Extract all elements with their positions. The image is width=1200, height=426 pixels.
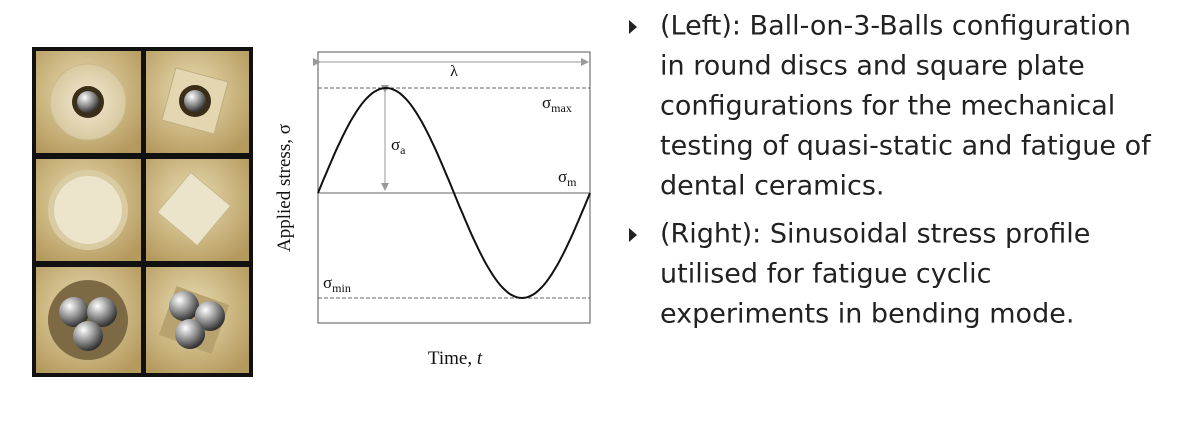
sigma-max-label: σmax xyxy=(542,93,572,115)
sigma-min-label: σmin xyxy=(323,273,351,295)
stress-diagram: λ σmax σa σm σmin Applied stress, σ Time… xyxy=(274,51,591,369)
photo-grid xyxy=(32,47,253,377)
bullet-marker xyxy=(629,20,637,34)
y-axis-label: Applied stress, σ xyxy=(274,124,295,252)
bullet-list: (Left): Ball-on-3-Balls configuration in … xyxy=(629,11,1152,330)
plot-frame xyxy=(317,51,591,324)
sigma-a-label: σa xyxy=(391,135,406,157)
bullet-line: in round discs and square plate xyxy=(660,51,1085,82)
x-axis-label: Time, t xyxy=(428,348,483,369)
wavelength-label: λ xyxy=(450,63,458,80)
sine-curve xyxy=(317,86,591,300)
bullet-line: configurations for the mechanical xyxy=(660,91,1115,122)
bullet-line: (Left): Ball-on-3-Balls configuration xyxy=(660,11,1131,42)
bullet-line: utilised for fatigue cyclic xyxy=(660,259,991,290)
bullet-line: dental ceramics. xyxy=(660,171,884,202)
bullet-line: testing of quasi-static and fatigue of xyxy=(660,131,1152,162)
bullet-line: experiments in bending mode. xyxy=(660,299,1074,330)
bullet-line: (Right): Sinusoidal stress profile xyxy=(660,219,1090,250)
sigma-m-label: σm xyxy=(558,167,577,189)
bullet-marker xyxy=(629,228,637,242)
